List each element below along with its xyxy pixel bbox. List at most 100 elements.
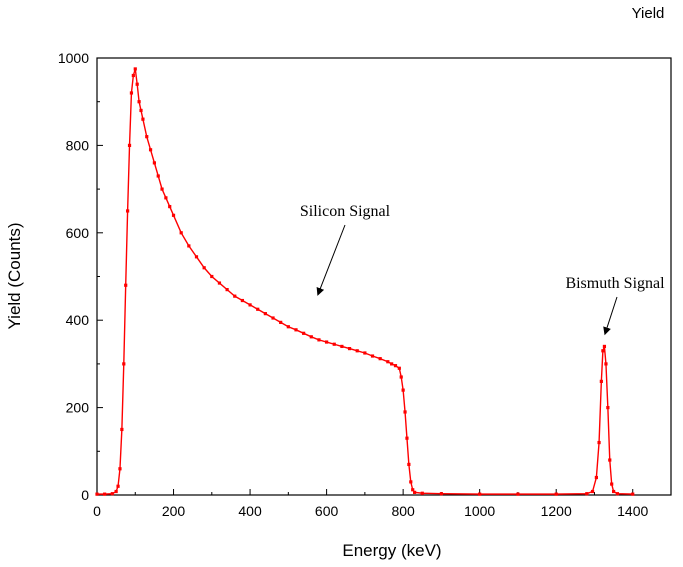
data-point [595, 476, 598, 479]
data-point [606, 406, 609, 409]
data-point [394, 364, 397, 367]
data-point [203, 266, 206, 269]
data-point [157, 174, 160, 177]
data-point [241, 299, 244, 302]
data-point [134, 67, 137, 70]
data-point [302, 332, 305, 335]
data-point [478, 493, 481, 496]
data-point [141, 118, 144, 121]
data-point [603, 345, 606, 348]
series-layer [95, 67, 634, 495]
data-point [130, 91, 133, 94]
data-point [325, 340, 328, 343]
data-point [604, 362, 607, 365]
data-point [317, 338, 320, 341]
y-tick-label: 400 [66, 312, 90, 328]
data-point [386, 360, 389, 363]
x-tick-label: 200 [162, 503, 186, 519]
data-point [256, 308, 259, 311]
annotation-layer: Silicon Signal Bismuth Signal [300, 203, 665, 333]
data-point [379, 357, 382, 360]
data-point [631, 493, 634, 496]
x-tick-label: 400 [238, 503, 262, 519]
annotation-arrow [318, 225, 345, 294]
data-point [612, 490, 615, 493]
x-tick-label: 1400 [617, 503, 648, 519]
data-point [287, 325, 290, 328]
data-point [555, 493, 558, 496]
data-point [601, 349, 604, 352]
data-point [122, 362, 125, 365]
data-point [402, 389, 405, 392]
data-point [310, 335, 313, 338]
data-point [187, 244, 190, 247]
data-point [120, 428, 123, 431]
data-point [363, 351, 366, 354]
y-axis: 0 200 400 600 800 1000 [58, 50, 103, 503]
x-tick-label: 1200 [541, 503, 572, 519]
data-point [264, 312, 267, 315]
data-point [610, 482, 613, 485]
data-point [149, 148, 152, 151]
data-point [218, 281, 221, 284]
annotation-label: Silicon Signal [300, 203, 391, 220]
y-tick-label: 200 [66, 400, 90, 416]
y-tick-label: 0 [81, 487, 89, 503]
x-tick-label: 800 [391, 503, 415, 519]
data-point [516, 493, 519, 496]
data-point [585, 492, 588, 495]
data-point [139, 109, 142, 112]
data-point [348, 347, 351, 350]
data-point [600, 380, 603, 383]
data-point [136, 83, 139, 86]
y-tick-label: 1000 [58, 50, 89, 66]
data-point [95, 493, 98, 496]
data-point [390, 362, 393, 365]
data-point [160, 188, 163, 191]
data-point [398, 367, 401, 370]
y-tick-label: 800 [66, 137, 90, 153]
data-point [616, 492, 619, 495]
data-point [103, 493, 106, 496]
data-point [172, 214, 175, 217]
data-point [409, 480, 412, 483]
data-point [248, 303, 251, 306]
data-point [597, 441, 600, 444]
data-point [356, 349, 359, 352]
data-point [340, 345, 343, 348]
annotation-label: Bismuth Signal [565, 275, 665, 292]
data-point [333, 343, 336, 346]
data-point [210, 275, 213, 278]
data-point [115, 490, 118, 493]
data-point [279, 321, 282, 324]
series-line [97, 69, 633, 494]
data-point [405, 437, 408, 440]
data-point [116, 485, 119, 488]
data-point [128, 144, 131, 147]
data-point [145, 135, 148, 138]
data-point [164, 196, 167, 199]
x-axis-label: Energy (keV) [342, 541, 441, 560]
data-point [180, 231, 183, 234]
data-point [168, 205, 171, 208]
y-tick-label: 600 [66, 225, 90, 241]
data-point [195, 255, 198, 258]
data-point [371, 354, 374, 357]
x-tick-label: 600 [315, 503, 339, 519]
data-point [124, 284, 127, 287]
chart-title: Yield [632, 5, 665, 22]
data-point [233, 295, 236, 298]
data-point [118, 467, 121, 470]
y-axis-label: Yield (Counts) [5, 222, 24, 329]
data-point [400, 375, 403, 378]
data-point [132, 74, 135, 77]
data-point [403, 410, 406, 413]
data-point [608, 458, 611, 461]
data-point [226, 288, 229, 291]
data-point [294, 328, 297, 331]
x-tick-label: 0 [93, 503, 101, 519]
data-point [591, 490, 594, 493]
data-point [111, 492, 114, 495]
